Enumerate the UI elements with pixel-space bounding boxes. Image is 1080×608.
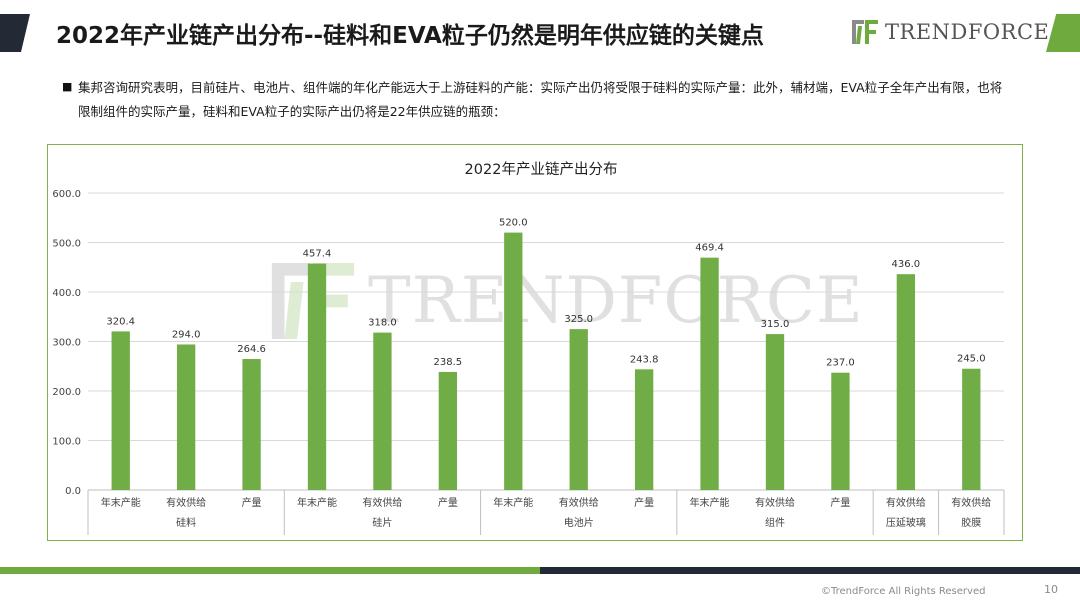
group-label: 电池片 — [564, 516, 594, 529]
brand-name: TRENDFORCE — [885, 20, 1050, 44]
footer-green-bar — [0, 567, 540, 574]
summary-paragraph: 集邦咨询研究表明，目前硅片、电池片、组件端的年化产能远大于上游硅料的产能：实际产… — [78, 80, 1003, 119]
x-tick-label: 有效供给 — [886, 496, 926, 509]
x-tick-label: 产量 — [242, 496, 262, 509]
data-label: 238.5 — [434, 357, 463, 368]
bar — [569, 329, 588, 490]
x-tick-label: 有效供给 — [755, 496, 795, 509]
data-label: 294.0 — [172, 329, 201, 340]
bar — [242, 359, 261, 490]
data-label: 436.0 — [892, 259, 921, 270]
bar — [700, 257, 719, 490]
bar — [438, 371, 458, 490]
group-label: 压延玻璃 — [886, 516, 926, 529]
data-label: 457.4 — [303, 249, 332, 260]
x-tick-label: 年末产能 — [297, 496, 337, 509]
bar — [307, 263, 327, 490]
brand-logo: TRENDFORCE — [852, 19, 1049, 45]
footer-dark-bar — [540, 567, 1080, 574]
page-number: 10 — [1044, 583, 1058, 596]
y-tick-label: 0.0 — [65, 486, 81, 497]
y-tick-label: 100.0 — [52, 437, 81, 448]
group-label: 硅片 — [372, 516, 392, 529]
y-tick-label: 500.0 — [52, 239, 81, 250]
data-label: 320.4 — [106, 316, 135, 327]
group-label: 硅料 — [176, 516, 196, 529]
data-label: 325.0 — [564, 314, 593, 325]
y-tick-label: 200.0 — [52, 387, 81, 398]
data-label: 469.4 — [695, 243, 724, 254]
bar — [831, 372, 850, 490]
group-label: 组件 — [765, 516, 785, 529]
group-label: 胶膜 — [961, 516, 981, 529]
data-label: 264.6 — [237, 344, 266, 355]
bar — [504, 232, 523, 490]
data-label: 318.0 — [368, 318, 397, 329]
trendforce-logo-icon — [852, 20, 878, 44]
y-tick-label: 400.0 — [52, 288, 81, 299]
x-tick-label: 年末产能 — [101, 496, 141, 509]
bullet-square-icon: ■ — [62, 80, 73, 93]
slide-title: 2022年产业链产出分布--硅料和EVA粒子仍然是明年供应链的关键点 — [56, 23, 764, 49]
bar — [634, 369, 654, 490]
bar — [111, 331, 130, 490]
x-tick-label: 产量 — [830, 496, 850, 509]
data-label: 243.8 — [630, 354, 659, 365]
corner-decoration-left — [0, 14, 30, 52]
x-tick-label: 有效供给 — [951, 496, 991, 509]
corner-decoration-right — [1046, 14, 1080, 52]
bar — [765, 334, 785, 490]
data-label: 237.0 — [826, 358, 855, 369]
copyright-text: ©TrendForce All Rights Reserved — [821, 586, 986, 597]
x-tick-label: 产量 — [438, 496, 458, 509]
data-label: 245.0 — [957, 354, 986, 365]
x-tick-label: 产量 — [634, 496, 654, 509]
x-tick-label: 有效供给 — [166, 496, 206, 509]
y-tick-label: 600.0 — [52, 189, 81, 200]
data-label: 315.0 — [761, 319, 790, 330]
bar-chart: 2022年产业链产出分布 0.0 100.0 200.0 300.0 400.0 500.0… — [52, 161, 1005, 535]
x-tick-label: 有效供给 — [362, 496, 402, 509]
y-tick-label: 300.0 — [52, 338, 81, 349]
chart-title: 2022年产业链产出分布 — [465, 161, 618, 178]
chart-frame — [47, 144, 1023, 541]
bar — [373, 332, 392, 490]
bar — [896, 274, 916, 490]
bar — [962, 368, 981, 490]
x-tick-label: 有效供给 — [559, 496, 599, 509]
bar — [176, 344, 196, 490]
data-label: 520.0 — [499, 218, 528, 229]
x-tick-label: 年末产能 — [493, 496, 533, 509]
x-tick-label: 年末产能 — [690, 496, 730, 509]
